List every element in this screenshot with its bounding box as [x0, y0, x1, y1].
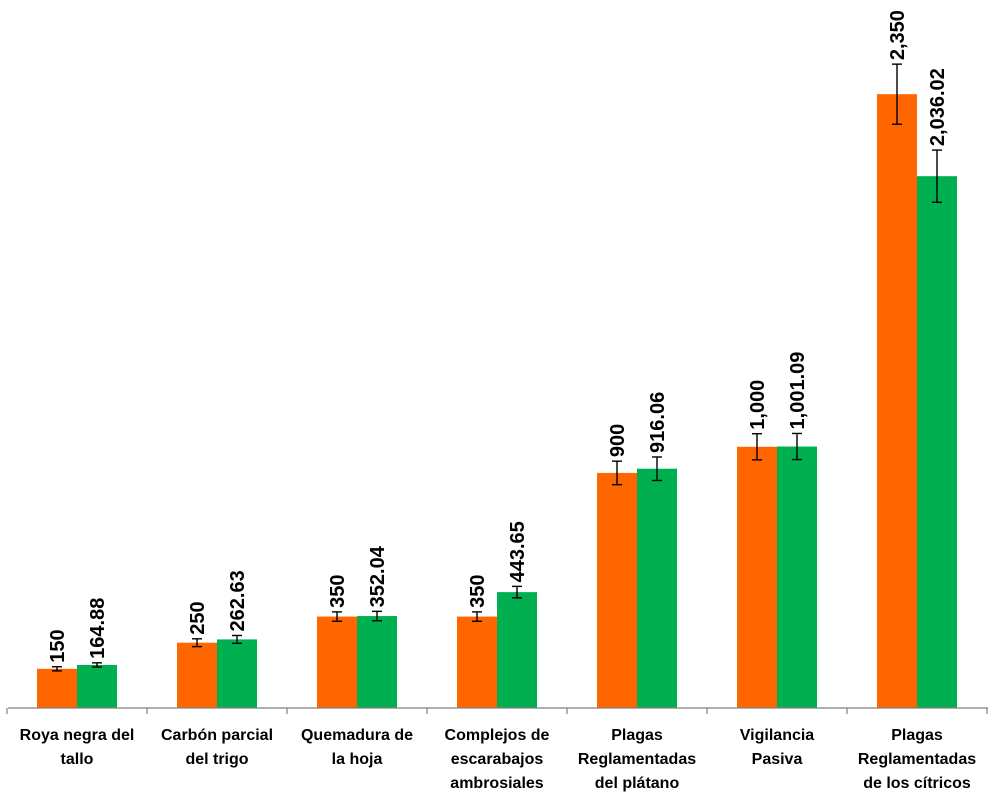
category-label-line: Quemadura de: [301, 727, 413, 744]
data-label: 900: [607, 424, 629, 457]
error-bars-layer: [52, 63, 942, 672]
category-label: Plagas Reglamentadas de los cítricos: [858, 727, 976, 792]
bar: [917, 176, 957, 708]
error-bar: [792, 432, 802, 461]
error-bar: [192, 638, 202, 648]
category-label-line: Complejos de: [445, 727, 550, 744]
data-labels-layer: 150 250 350 350 900 1,000 2,350 164.88 262.63 352…: [47, 10, 949, 663]
category-label-line: de los cítricos: [863, 775, 971, 792]
data-label: 350: [327, 575, 349, 608]
data-label: 2,350: [887, 10, 909, 60]
bar: [637, 468, 677, 708]
data-label: 164.88: [87, 598, 109, 659]
error-bar: [332, 611, 342, 622]
category-label-line: Reglamentadas: [858, 751, 976, 768]
error-bar: [612, 460, 622, 486]
data-label: 262.63: [227, 570, 249, 631]
category-label-line: del plátano: [595, 775, 680, 792]
category-label-line: Reglamentadas: [578, 751, 696, 768]
bar: [457, 616, 497, 708]
bar: [317, 616, 357, 708]
category-label: Plagas Reglamentadas del plátano: [578, 727, 696, 792]
bar: [877, 94, 917, 709]
data-label: 2,036.02: [927, 68, 949, 146]
bar: [177, 642, 217, 708]
error-bar: [932, 149, 942, 204]
data-label: 350: [467, 575, 489, 608]
bar: [37, 668, 77, 708]
category-label-line: tallo: [61, 751, 94, 768]
error-bar: [752, 433, 762, 461]
error-bar: [892, 63, 902, 125]
category-label-line: Pasiva: [752, 751, 803, 768]
error-bar: [92, 662, 102, 668]
bar: [737, 446, 777, 708]
category-label-line: Carbón parcial: [161, 727, 273, 744]
error-bar: [652, 456, 662, 482]
category-label-line: del trigo: [185, 751, 248, 768]
error-bar: [472, 611, 482, 622]
data-label: 352.04: [367, 545, 389, 607]
category-label-line: la hoja: [332, 751, 383, 768]
category-label: Quemadura de la hoja: [301, 727, 413, 768]
bar: [217, 639, 257, 708]
bars-layer: [37, 94, 957, 709]
data-label: 916.06: [647, 392, 669, 453]
bar: [777, 446, 817, 708]
category-label-line: Plagas: [611, 727, 663, 744]
error-bar: [232, 634, 242, 645]
bar: [357, 616, 397, 708]
category-label: Roya negra del tallo: [20, 727, 135, 768]
data-label: 250: [187, 601, 209, 634]
bar: [497, 592, 537, 708]
data-label: 1,001.09: [787, 352, 809, 430]
data-label: 1,000: [747, 380, 769, 430]
data-label: 443.65: [507, 521, 529, 582]
category-label-line: escarabajos: [451, 751, 544, 768]
x-axis: Roya negra del tallo Carbón parcial del tri…: [6, 707, 988, 792]
bar: [597, 472, 637, 708]
category-label-line: Vigilancia: [740, 727, 815, 744]
category-label: Vigilancia Pasiva: [740, 727, 815, 768]
bar: [77, 664, 117, 708]
category-label-line: Plagas: [891, 727, 943, 744]
error-bar: [372, 610, 382, 622]
data-label: 150: [47, 629, 69, 662]
category-label: Complejos de escarabajos ambrosiales: [445, 727, 550, 792]
category-label-line: ambrosiales: [450, 775, 543, 792]
category-label-line: Roya negra del: [20, 727, 135, 744]
error-bar: [512, 585, 522, 599]
category-label: Carbón parcial del trigo: [161, 727, 273, 768]
error-bar: [52, 666, 62, 672]
